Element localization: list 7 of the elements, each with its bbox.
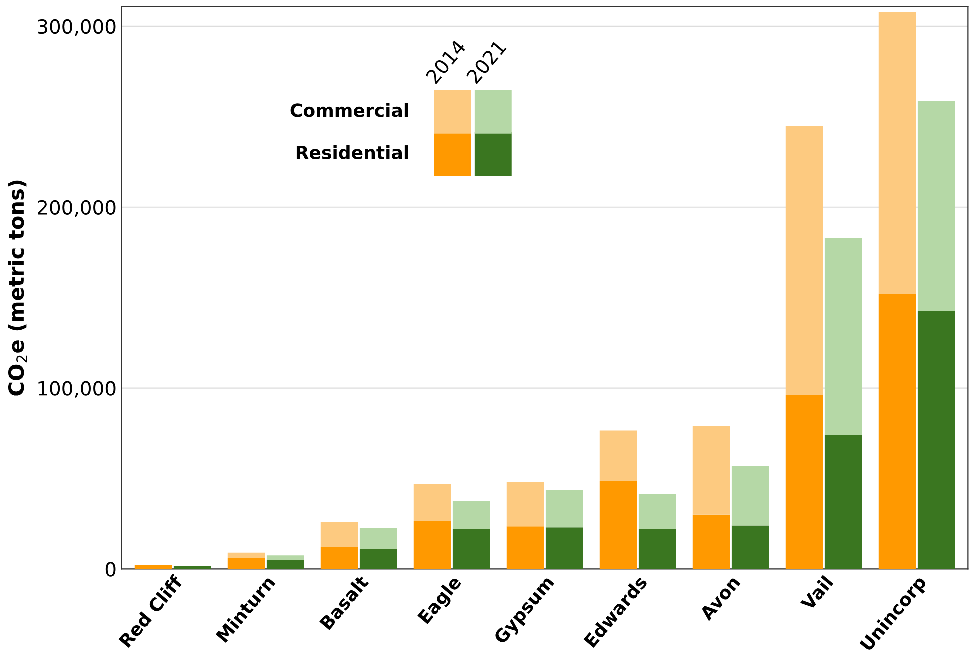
- y-tick-label: 0: [106, 562, 116, 577]
- y-tick-label: 100,000: [38, 381, 116, 398]
- legend-label: Commercial: [290, 103, 408, 118]
- legend-label: Residential: [296, 146, 408, 160]
- y-tick-label: 200,000: [38, 200, 116, 218]
- y-axis-title: CO$_{2}$e (metric tons): [8, 180, 28, 396]
- y-tick-label: 300,000: [38, 19, 116, 36]
